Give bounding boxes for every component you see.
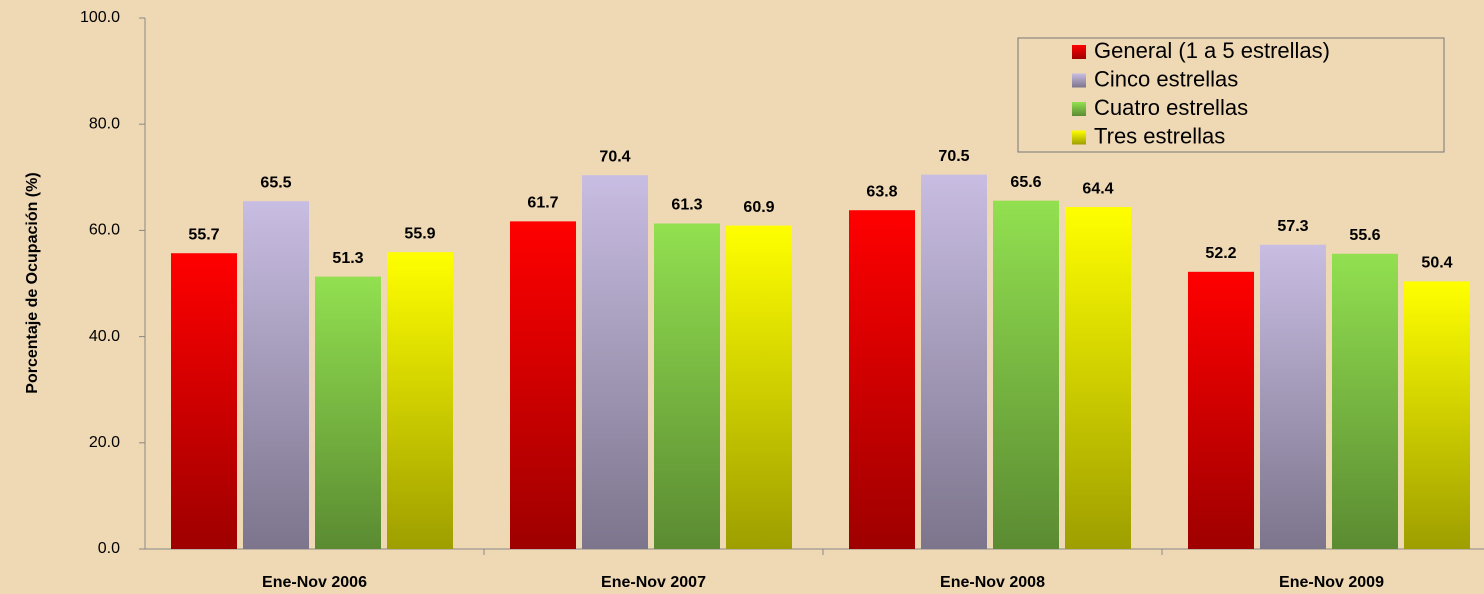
value-label: 60.9 <box>743 199 774 216</box>
bar <box>1188 271 1254 549</box>
bar <box>993 200 1059 549</box>
value-label: 57.3 <box>1277 218 1308 235</box>
y-tick-label: 100.0 <box>80 9 120 26</box>
bar <box>171 253 237 549</box>
value-label: 52.2 <box>1205 245 1236 262</box>
y-tick-label: 80.0 <box>89 115 120 132</box>
bar <box>243 201 309 549</box>
legend-box <box>1017 37 1445 153</box>
legend-swatch <box>1072 73 1086 88</box>
bar <box>921 174 987 549</box>
legend-swatch <box>1072 102 1086 116</box>
legend-label: General (1 a 5 estrellas) <box>1094 38 1330 63</box>
legend-label: Cinco estrellas <box>1094 66 1238 91</box>
x-tick-label: Ene-Nov 2009 <box>1279 574 1384 591</box>
bar <box>849 210 915 550</box>
bar <box>654 223 720 549</box>
value-label: 61.3 <box>671 197 702 214</box>
value-label: 55.9 <box>404 225 435 242</box>
value-label: 65.6 <box>1010 174 1041 191</box>
bar <box>726 225 792 549</box>
value-label: 55.7 <box>188 226 219 243</box>
y-tick-label: 0.0 <box>98 540 120 557</box>
value-label: 50.4 <box>1421 255 1452 272</box>
bar <box>582 175 648 549</box>
value-label: 65.5 <box>260 174 291 191</box>
value-label: 61.7 <box>527 195 558 212</box>
value-label: 70.5 <box>938 148 969 165</box>
x-tick-label: Ene-Nov 2007 <box>601 574 706 591</box>
value-label: 64.4 <box>1082 180 1113 197</box>
legend-label: Cuatro estrellas <box>1094 95 1248 120</box>
value-label: 63.8 <box>866 183 897 200</box>
value-label: 70.4 <box>599 148 630 165</box>
x-tick-label: Ene-Nov 2006 <box>262 574 367 591</box>
legend-label: Tres estrellas <box>1094 123 1225 148</box>
bar <box>1260 244 1326 549</box>
value-label: 55.6 <box>1349 227 1380 244</box>
bar <box>315 276 381 549</box>
value-label: 51.3 <box>332 250 363 267</box>
bar <box>1332 253 1398 550</box>
bar <box>1065 207 1131 549</box>
bar <box>510 221 576 550</box>
legend-swatch <box>1072 130 1086 145</box>
bar <box>387 252 453 549</box>
y-tick-label: 20.0 <box>89 434 120 451</box>
bar <box>1404 281 1470 549</box>
y-tick-label: 60.0 <box>89 222 120 239</box>
x-tick-label: Ene-Nov 2008 <box>940 574 1045 591</box>
legend-swatch <box>1072 45 1086 59</box>
y-axis-title: Porcentaje de Ocupación (%) <box>24 172 41 393</box>
y-tick-label: 40.0 <box>89 328 120 345</box>
